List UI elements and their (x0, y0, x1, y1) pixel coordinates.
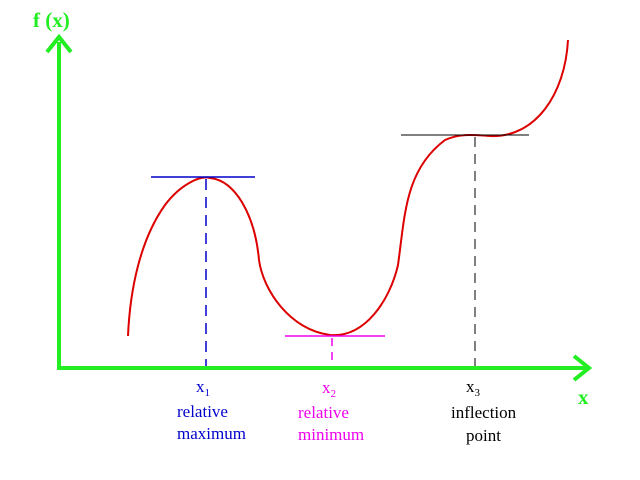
axes (45, 33, 593, 382)
x3-desc-line2: point (466, 426, 501, 445)
point-label-x1: x1 relative maximum (177, 377, 246, 443)
x1-desc-line1: relative (177, 402, 228, 421)
x-axis-arrowhead (572, 354, 593, 382)
x-axis-label: x (578, 385, 589, 409)
x2-symbol: x2 (322, 378, 336, 400)
y-axis-arrowhead (45, 33, 73, 54)
point-label-x2: x2 relative minimum (298, 378, 364, 444)
x2-desc-line2: minimum (298, 425, 364, 444)
x3-desc-line1: inflection (451, 403, 517, 422)
y-axis-label: f (x) (33, 8, 70, 32)
x3-symbol: x3 (466, 377, 481, 399)
function-curve (127, 39, 569, 337)
x1-symbol: x1 (196, 377, 210, 399)
point-label-x3: x3 inflection point (451, 377, 517, 445)
x1-desc-line2: maximum (177, 424, 246, 443)
x2-desc-line1: relative (298, 403, 349, 422)
